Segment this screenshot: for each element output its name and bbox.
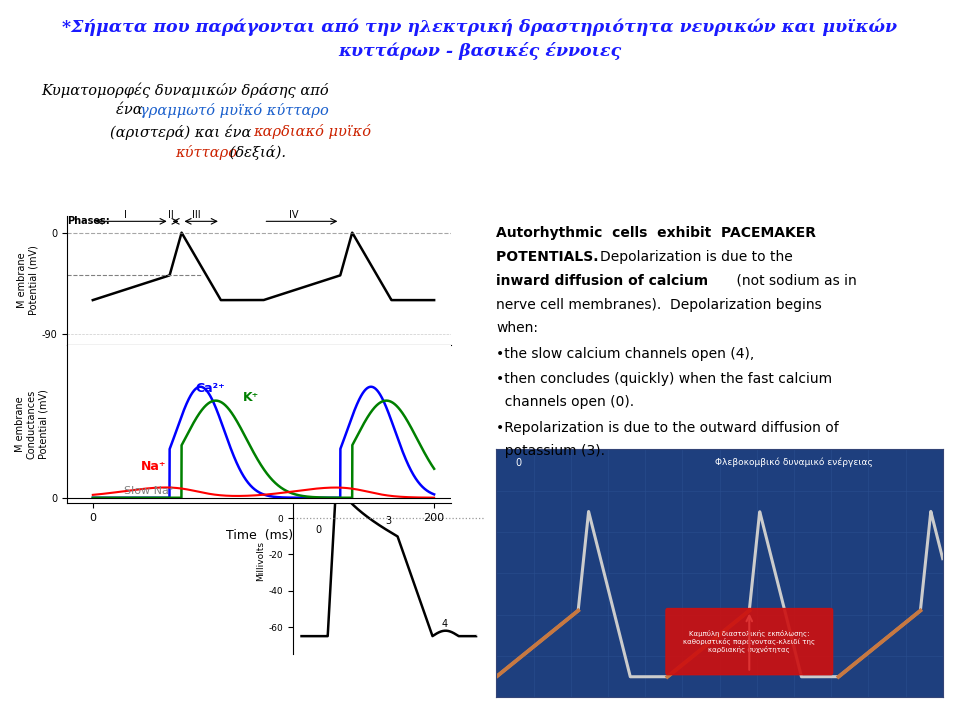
Text: Καμπύλη διαστολικής εκπόλωσης:
καθοριστικός παράγοντας-κλειδί της
καρδιακής συχν: Καμπύλη διαστολικής εκπόλωσης: καθοριστι… xyxy=(684,630,815,654)
Text: channels open (0).: channels open (0). xyxy=(496,395,635,409)
Text: (δεξιά).: (δεξιά). xyxy=(225,145,286,160)
Text: καρδιακό μυϊκό: καρδιακό μυϊκό xyxy=(253,124,371,139)
Text: inward diffusion of calcium: inward diffusion of calcium xyxy=(496,274,708,288)
Text: 3: 3 xyxy=(385,516,392,526)
Text: Phases:: Phases: xyxy=(67,216,110,226)
Text: Κυματομορφές δυναμικών δράσης από: Κυματομορφές δυναμικών δράσης από xyxy=(41,82,329,98)
Text: Φλεβοκομβικό δυναμικό ενέργειας: Φλεβοκομβικό δυναμικό ενέργειας xyxy=(715,458,873,467)
Text: (not sodium as in: (not sodium as in xyxy=(732,274,856,288)
FancyBboxPatch shape xyxy=(666,608,832,674)
Text: II: II xyxy=(168,210,174,220)
Text: (αριστερά) και ένα: (αριστερά) και ένα xyxy=(110,124,256,139)
Y-axis label: M embrane
Potential (mV): M embrane Potential (mV) xyxy=(17,245,39,316)
Text: 0: 0 xyxy=(588,534,594,544)
Text: •then concludes (quickly) when the fast calcium: •then concludes (quickly) when the fast … xyxy=(496,372,832,385)
Text: IV: IV xyxy=(289,210,299,220)
Text: POTENTIALS.: POTENTIALS. xyxy=(496,250,604,264)
Text: I: I xyxy=(124,210,127,220)
Text: ένα: ένα xyxy=(116,103,147,117)
Text: mV: mV xyxy=(475,569,489,578)
Text: •the slow calcium channels open (4),: •the slow calcium channels open (4), xyxy=(496,347,755,360)
Text: Ca²⁺: Ca²⁺ xyxy=(195,383,225,395)
Text: Depolarization is due to the: Depolarization is due to the xyxy=(600,250,793,264)
Text: K⁺: K⁺ xyxy=(243,390,259,403)
Text: κύτταρο: κύτταρο xyxy=(175,145,237,160)
Text: 2: 2 xyxy=(653,487,660,498)
Text: 0: 0 xyxy=(484,528,489,536)
Text: 4: 4 xyxy=(782,625,789,634)
Text: Na⁺: Na⁺ xyxy=(140,460,166,473)
Text: Slow Na⁺: Slow Na⁺ xyxy=(124,485,175,495)
Text: κυττάρων - βασικές έννοιες: κυττάρων - βασικές έννοιες xyxy=(338,42,622,60)
X-axis label: Time  (ms): Time (ms) xyxy=(226,528,293,541)
Text: *Σήματα που παράγονται από την ηλεκτρική δραστηριότητα νευρικών και μυϊκών: *Σήματα που παράγονται από την ηλεκτρική… xyxy=(62,18,898,35)
Text: 4: 4 xyxy=(442,619,447,629)
Text: 1: 1 xyxy=(588,487,594,498)
Text: 0: 0 xyxy=(316,525,322,535)
Text: potassium (3).: potassium (3). xyxy=(496,444,606,458)
Text: when:: when: xyxy=(496,321,539,335)
Y-axis label: Millivolts: Millivolts xyxy=(256,541,266,581)
Text: γραμμωτό μυϊκό κύτταρο: γραμμωτό μυϊκό κύτταρο xyxy=(140,103,328,118)
Text: -50: -50 xyxy=(475,631,489,640)
Text: Autorhythmic  cells  exhibit  PACEMAKER: Autorhythmic cells exhibit PACEMAKER xyxy=(496,226,816,240)
Text: •Repolarization is due to the outward diffusion of: •Repolarization is due to the outward di… xyxy=(496,421,839,434)
Text: 3: 3 xyxy=(726,534,732,544)
Text: III: III xyxy=(192,210,201,220)
Text: nerve cell membranes).  Depolarization begins: nerve cell membranes). Depolarization be… xyxy=(496,298,822,311)
Y-axis label: Millivolts: Millivolts xyxy=(872,541,881,581)
Y-axis label: M embrane
Conductances
Potential (mV): M embrane Conductances Potential (mV) xyxy=(15,389,49,459)
Text: 0: 0 xyxy=(516,458,521,467)
